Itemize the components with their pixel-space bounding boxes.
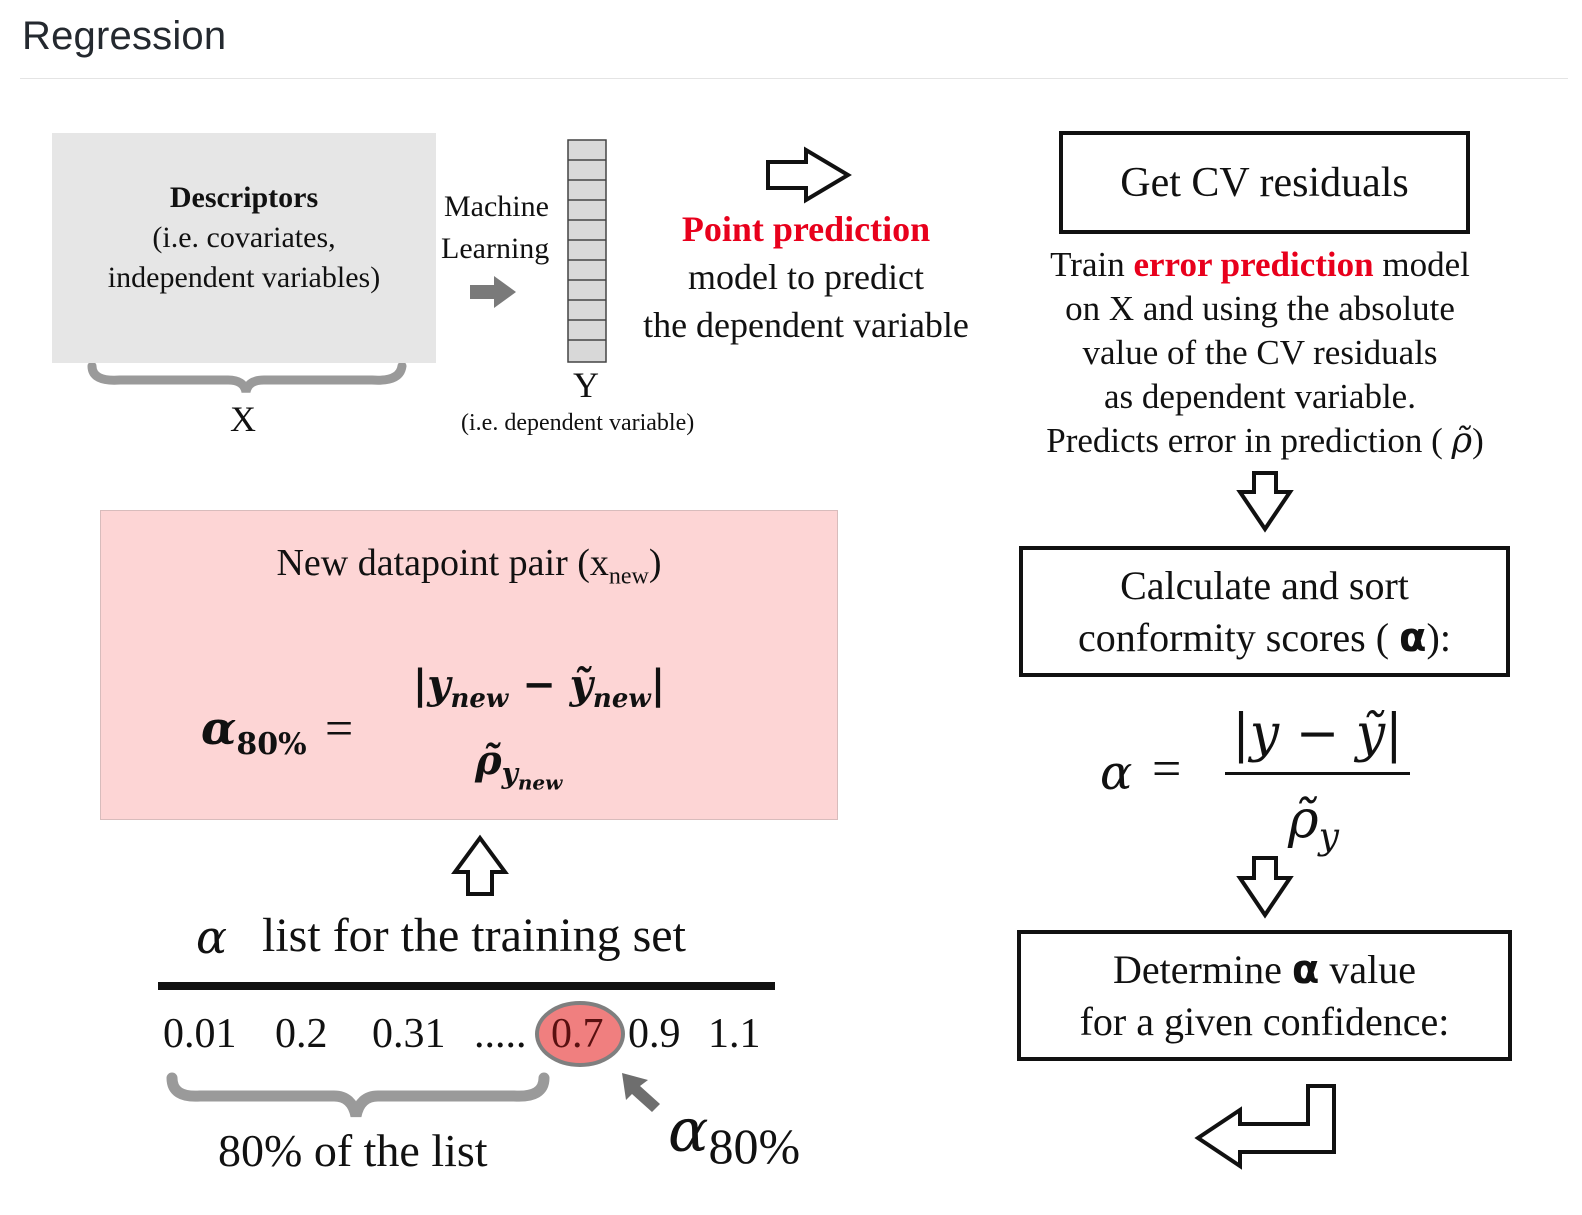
ml-label-line2: Learning [441,232,550,265]
pointer-arrow-icon [622,1073,660,1112]
x-label: X [230,399,256,439]
return-arrow-icon [1194,1084,1336,1170]
conformity-line2: conformity scores ( α): [1078,615,1451,661]
new-datapoint-label: New datapoint pair (xnew) [276,542,662,590]
alpha80-denominator: ρ̃ynew [475,737,563,795]
y-label: Y [573,365,599,405]
cv-residuals-box: Get CV residuals [1059,131,1470,234]
alpha-formula-eq: = [1152,741,1182,798]
alpha80-lhs: α80% [201,701,307,763]
descriptors-line1: (i.e. covariates, [152,221,336,254]
rho-symbol: ρ̃ [1451,421,1473,461]
alpha-formula-numerator: |y − ỹ| [1232,704,1403,764]
point-prediction-title: Point prediction [681,209,931,249]
list-divider [158,982,775,990]
error-model-line5: Predicts error in prediction ( ρ̃) [1046,421,1484,461]
error-prediction-highlight: error prediction [1133,245,1374,284]
up-arrow-icon [451,834,509,896]
down-arrow-icon [1236,471,1294,533]
alpha-symbol: α [1399,615,1427,661]
x-brace-icon [87,361,407,394]
y-column-icon [567,139,607,363]
error-model-line4: as dependent variable. [1104,377,1416,416]
alpha80-eq: = [325,700,354,756]
cv-residuals-label: Get CV residuals [1120,160,1409,206]
determine-box: Determine α value for a given confidence… [1017,930,1512,1061]
point-prediction-line2: model to predict [688,257,924,297]
y-sublabel: (i.e. dependent variable) [461,410,695,436]
ml-label-line1: Machine [444,190,549,223]
list-value: 0.31 [372,1011,446,1057]
down-arrow-icon [1236,856,1294,919]
alpha80-pointer-label: α80% [668,1096,801,1174]
error-model-line2: on X and using the absolute [1065,289,1455,328]
error-model-line3: value of the CV residuals [1082,333,1438,372]
conformity-box: Calculate and sort conformity scores ( α… [1019,546,1510,677]
list-value: 0.01 [163,1011,237,1057]
header-divider [20,78,1568,79]
page-title: Regression [22,14,227,58]
error-model-line1: Train error prediction model [1050,245,1470,284]
alpha-formula-lhs: α [1100,745,1133,801]
conformity-line1: Calculate and sort [1120,563,1409,608]
right-arrow-icon [766,146,852,204]
list-value: 1.1 [708,1011,761,1057]
list-value: 0.9 [628,1011,681,1057]
alpha-formula-denominator: ρ̃y [1288,790,1339,858]
list-ellipsis: ..... [474,1011,527,1057]
determine-line1: Determine α value [1113,947,1416,993]
list-value: 0.2 [275,1011,328,1057]
determine-line2: for a given confidence: [1079,999,1450,1044]
list-brace-label: 80% of the list [218,1125,488,1176]
ml-arrow-icon [470,276,516,308]
descriptors-line2: independent variables) [107,261,381,294]
list-brace-icon [166,1072,550,1118]
training-list-title: list for the training set [262,909,686,962]
new-datapoint-box: New datapoint pair (xnew) α80% = |ynew −… [100,510,838,820]
training-list-alpha: α [196,910,228,964]
descriptors-box: Descriptors (i.e. covariates, independen… [52,133,436,363]
alpha-symbol: α [1291,947,1320,993]
list-value-highlighted: 0.7 [551,1011,604,1057]
alpha80-numerator: |ynew − ỹnew| [412,661,666,714]
highlight-circle [535,1001,625,1067]
descriptors-title: Descriptors [169,181,319,214]
point-prediction-line3: the dependent variable [643,305,969,345]
